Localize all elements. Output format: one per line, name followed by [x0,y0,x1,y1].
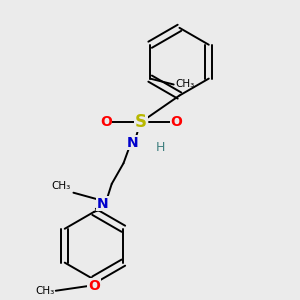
Text: O: O [100,115,112,129]
Text: O: O [171,115,182,129]
Text: H: H [156,141,165,154]
Text: CH₃: CH₃ [175,80,194,89]
Text: N: N [97,196,109,211]
Text: CH₃: CH₃ [51,181,70,191]
Text: S: S [135,113,147,131]
Text: N: N [127,136,138,150]
Text: CH₃: CH₃ [35,286,54,296]
Text: O: O [88,279,100,293]
